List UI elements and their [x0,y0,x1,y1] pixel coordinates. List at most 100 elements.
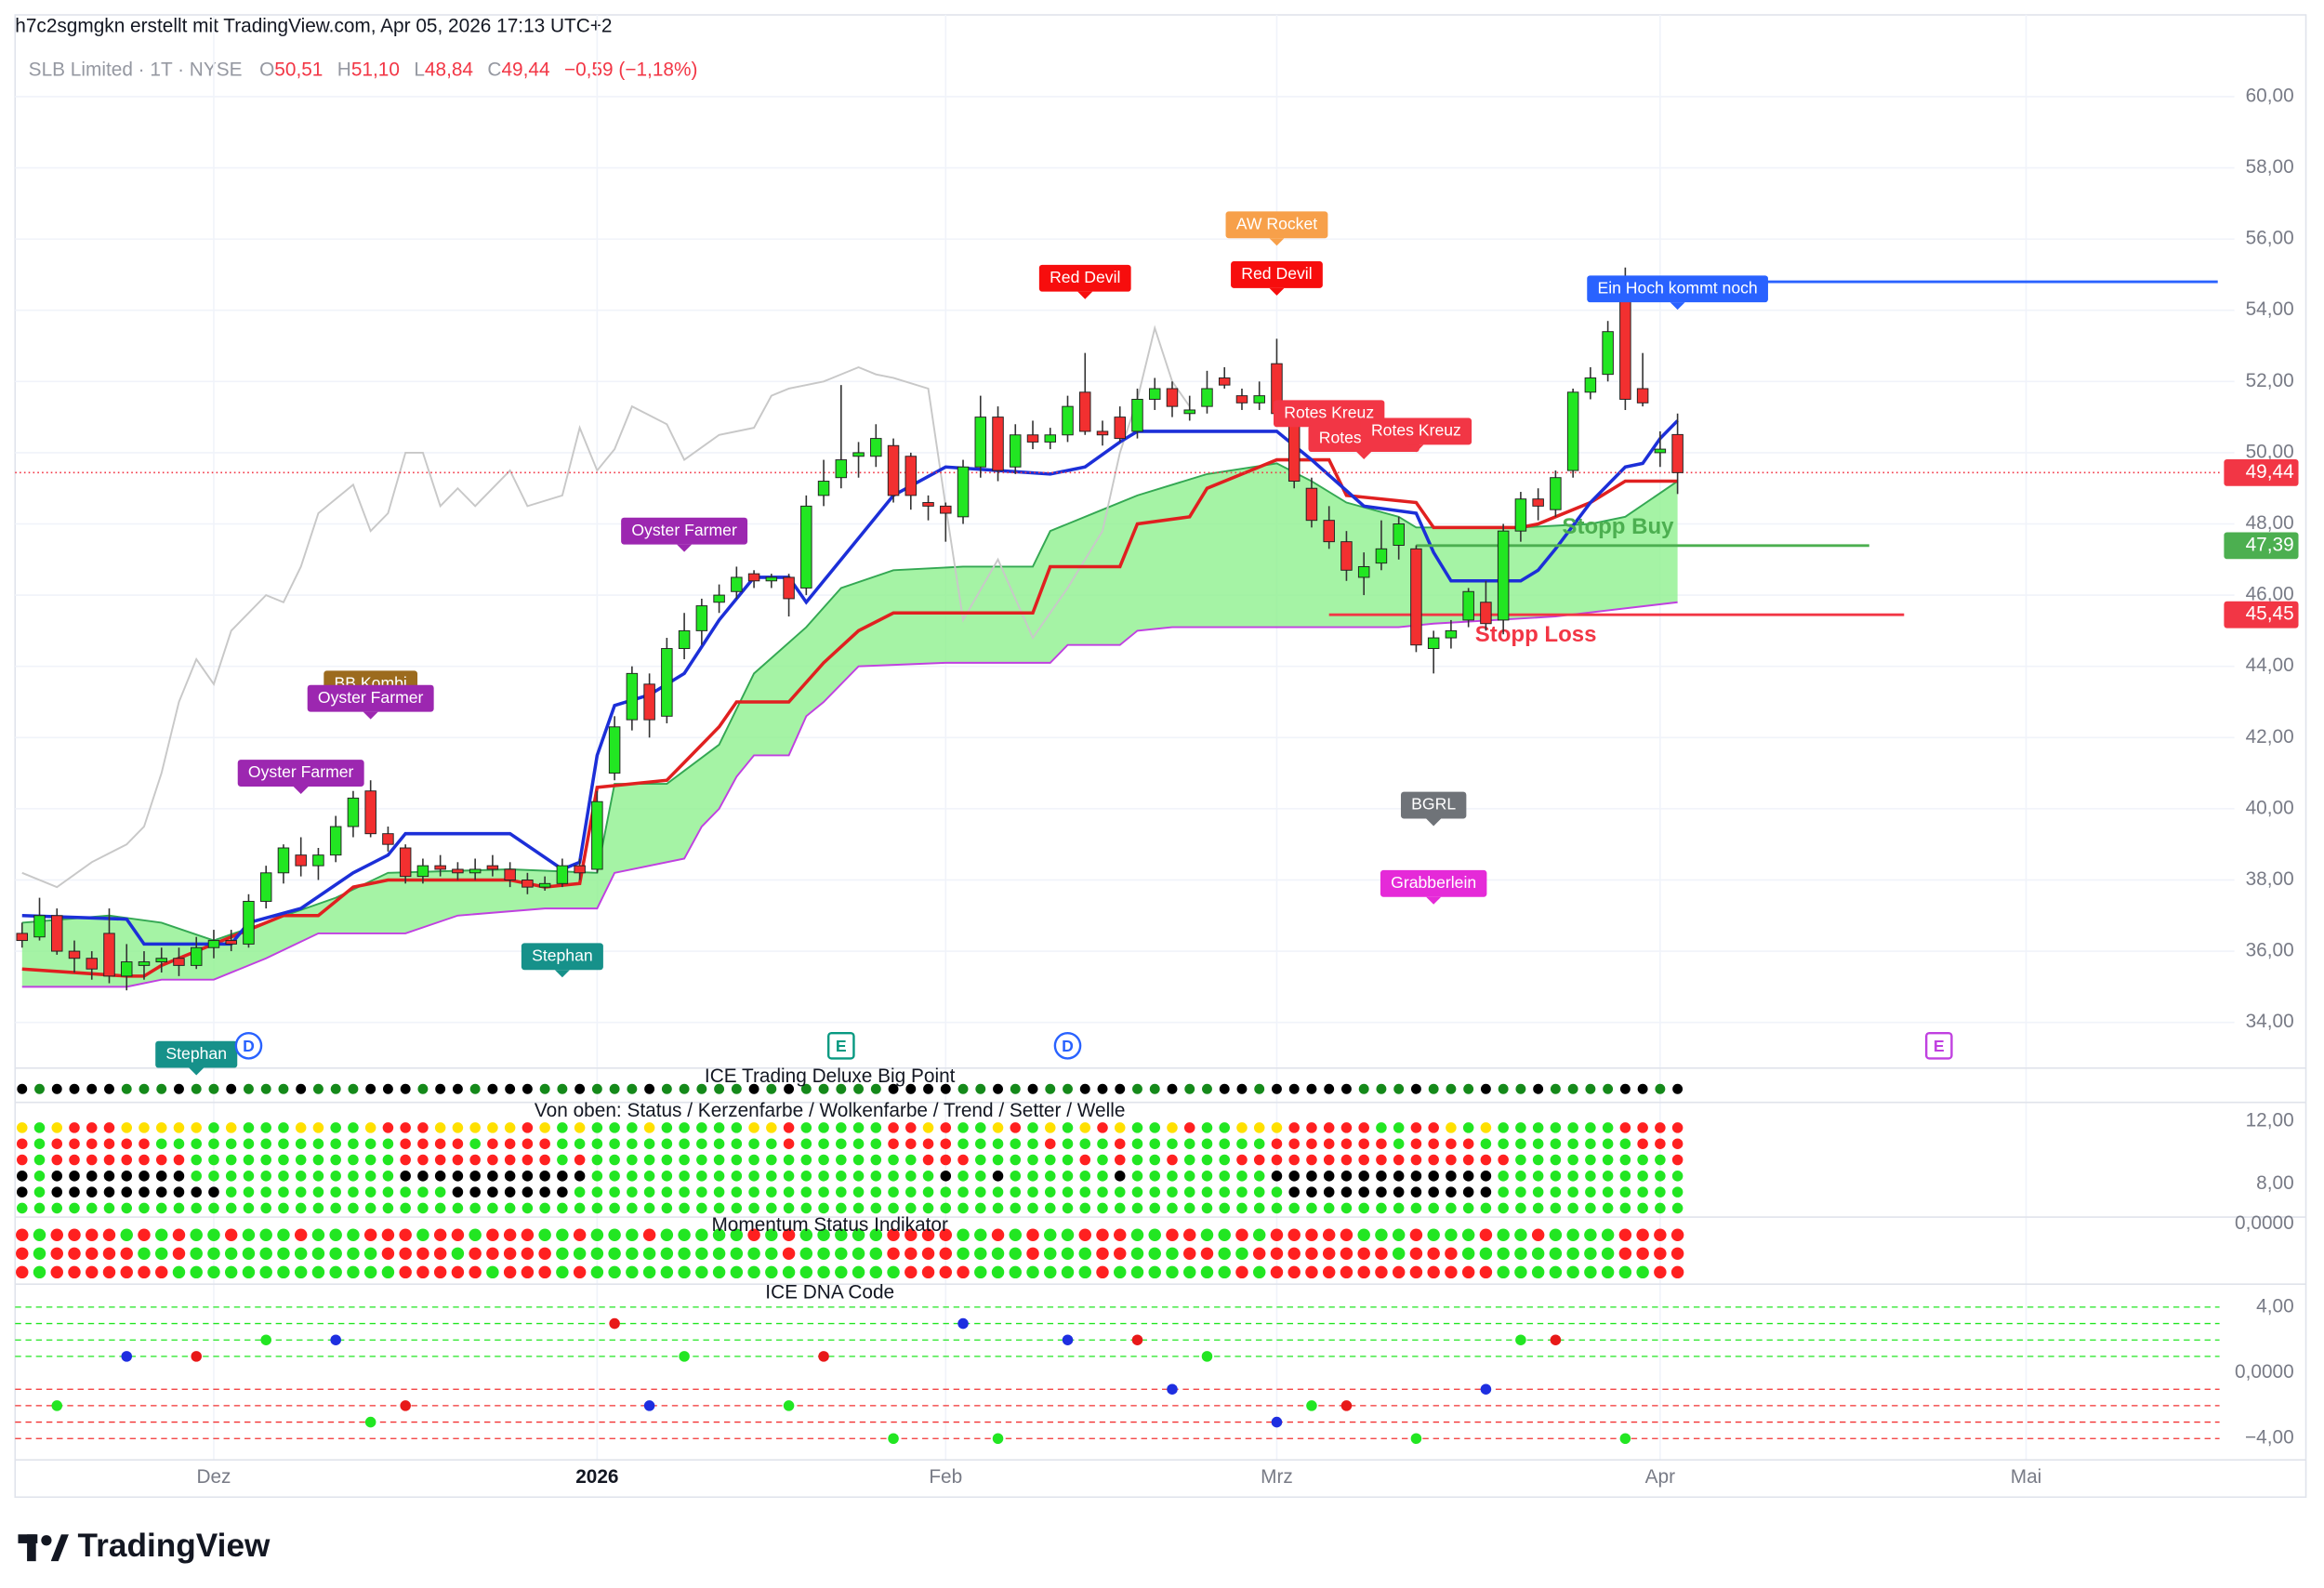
status-dot [1619,1186,1631,1198]
momentum-dot [1636,1265,1649,1279]
status-dot [469,1186,481,1198]
event-marker [234,1031,263,1060]
momentum-dot [1026,1228,1039,1241]
status-dot [888,1202,899,1214]
status-dot [1097,1202,1108,1214]
status-dot [504,1138,516,1149]
status-dot [818,1083,829,1094]
momentum-dot [190,1265,203,1279]
momentum-dot [381,1265,395,1279]
candle-body [747,573,760,582]
status-dot [487,1154,498,1166]
momentum-dot [1409,1228,1423,1241]
momentum-dot [556,1247,569,1261]
momentum-dot [1200,1265,1214,1279]
signal-label: Oyster Farmer [307,684,434,720]
momentum-dot [416,1265,429,1279]
momentum-dot [207,1228,220,1241]
status-dot [1480,1202,1492,1214]
status-dot [208,1154,219,1166]
momentum-dot [869,1247,883,1261]
candle-body [940,505,952,514]
status-dot [1219,1171,1230,1182]
status-dot [1462,1171,1474,1182]
status-dot [1637,1122,1648,1133]
signal-text: BGRL [1411,795,1456,814]
status-dot [103,1171,115,1182]
plot-frame [14,14,2307,1499]
x-tick-label: Apr [1645,1466,1675,1488]
status-dot [312,1122,324,1133]
status-dot [748,1138,759,1149]
status-dot [661,1202,673,1214]
dna-dot [1515,1334,1526,1345]
status-dot [1393,1138,1405,1149]
candle-body [1166,388,1179,407]
status-dot [121,1154,133,1166]
signal-box [1225,211,1328,239]
momentum-dot [626,1247,639,1261]
status-dot [1498,1154,1509,1166]
status-dot [400,1122,411,1133]
status-dot [1167,1202,1178,1214]
status-dot [1480,1138,1492,1149]
momentum-dot [642,1247,656,1261]
status-dot [417,1083,429,1094]
status-dot [609,1202,620,1214]
status-dot [1619,1083,1631,1094]
ohlc-value: 51,10 [351,59,400,80]
status-dot [1079,1202,1091,1214]
status-dot [400,1138,411,1149]
momentum-dot [1044,1228,1057,1241]
status-dot [940,1122,952,1133]
dna-dot [1306,1400,1317,1411]
y-tick-label: 38,00 [2246,868,2294,890]
status-dot [400,1154,411,1166]
momentum-dot [852,1228,865,1241]
dna-dot [1340,1400,1353,1411]
status-dot [1044,1186,1056,1198]
signal-label: Red Devil [1038,264,1131,299]
momentum-dot [1531,1265,1545,1279]
candle-body [329,826,342,856]
status-dot [1358,1186,1369,1198]
candle-body [1445,629,1458,639]
momentum-dot [626,1228,639,1241]
signal-label: Ein Hoch kommt noch [1587,275,1768,311]
momentum-dot [1061,1265,1075,1279]
status-dot [696,1122,707,1133]
dna-dot [51,1400,63,1411]
status-dot [1114,1202,1126,1214]
status-dot [1183,1186,1195,1198]
status-dot [1045,1083,1056,1094]
status-dot [417,1138,429,1149]
dna-dot [609,1317,620,1330]
status-dot [487,1138,498,1149]
momentum-dot [712,1265,726,1279]
status-dot [1585,1122,1596,1133]
status-dot [417,1202,429,1214]
status-dot [1323,1138,1335,1149]
status-dot [1306,1186,1317,1198]
momentum-dot [869,1228,883,1241]
event-label: D [243,1037,255,1055]
status-dot [957,1138,969,1149]
status-dot [1462,1154,1474,1166]
status-dot [783,1154,795,1166]
momentum-dot [1340,1247,1353,1261]
momentum-dot [1636,1247,1649,1261]
status-dot [348,1171,359,1182]
plot: 34,00 36,00 38,00 40,00 42,00 44,00 46,00 48,00… [14,14,2307,1499]
momentum-dot [1044,1265,1057,1279]
status-dot [800,1154,812,1166]
status-dot [208,1138,219,1149]
candle-body [1148,388,1161,400]
status-dot [296,1083,307,1094]
status-dot [748,1171,759,1182]
status-dot [348,1202,359,1214]
status-dot [69,1202,80,1214]
dna-dot [1550,1334,1562,1345]
status-dot [452,1138,464,1149]
momentum-dot [730,1265,744,1279]
tradingview-logo: TradingView [18,1528,271,1564]
